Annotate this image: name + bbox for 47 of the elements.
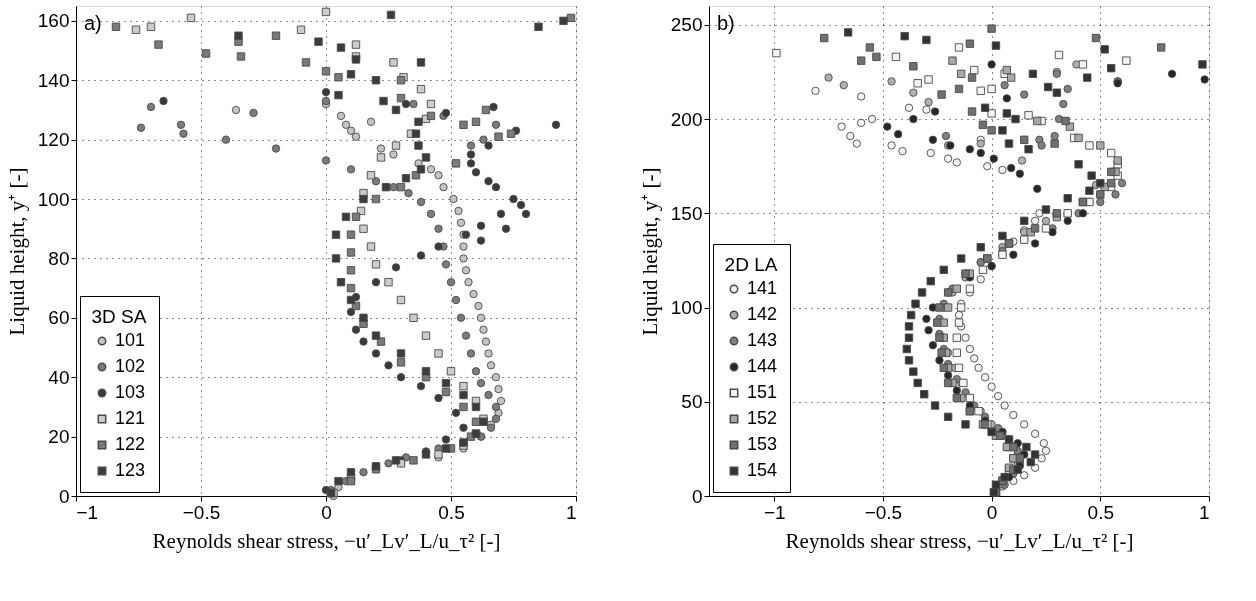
x-tick-label: 0.5 — [1087, 501, 1115, 523]
legend-title: 2D LA — [724, 254, 778, 275]
y-tick-label: 40 — [48, 366, 70, 388]
x-tick-label: −1 — [763, 501, 786, 523]
legend-label: 151 — [747, 382, 778, 402]
legend-label: 154 — [747, 460, 778, 480]
legend-label: 123 — [115, 460, 146, 480]
legend-label: 141 — [747, 278, 778, 298]
legend-label: 152 — [747, 408, 778, 428]
x-tick-label: −1 — [76, 501, 99, 523]
y-tick-label: 60 — [48, 307, 70, 329]
legend-label: 101 — [115, 330, 146, 350]
y-tick-label: 80 — [48, 247, 70, 269]
annotation: b) — [717, 12, 735, 34]
y-tick-label: 150 — [670, 202, 703, 224]
x-tick-label: 0 — [986, 501, 998, 523]
x-tick-label: 1 — [565, 501, 577, 523]
x-tick-label: 1 — [1198, 501, 1210, 523]
y-tick-label: 250 — [670, 14, 703, 36]
y-tick-label: 20 — [48, 426, 70, 448]
y-tick-label: 140 — [37, 69, 70, 91]
legend-label: 122 — [115, 434, 146, 454]
y-tick-label: 100 — [670, 297, 703, 319]
legend-label: 153 — [747, 434, 778, 454]
legend-title: 3D SA — [91, 306, 147, 327]
y-axis-title: Liquid height, y⁺ [-] — [4, 167, 29, 336]
x-tick-label: 0.5 — [438, 501, 465, 523]
legend-label: 121 — [115, 408, 146, 428]
legend-label: 103 — [115, 382, 146, 402]
y-tick-label: 200 — [670, 108, 703, 130]
y-tick-label: 0 — [58, 485, 70, 507]
y-tick-label: 160 — [37, 10, 70, 32]
y-axis-title: Liquid height, y⁺ [-] — [637, 167, 662, 336]
annotation: a) — [84, 12, 102, 34]
legend-label: 142 — [747, 304, 778, 324]
x-tick-label: −0.5 — [182, 501, 221, 523]
y-tick-label: 50 — [681, 391, 703, 413]
y-tick-label: 100 — [37, 188, 70, 210]
y-tick-label: 0 — [691, 485, 703, 507]
legend-label: 143 — [747, 330, 778, 350]
legend-label: 144 — [747, 356, 778, 376]
x-axis-title: Reynolds shear stress, −u′_Lv′_L/u_τ² [-] — [152, 528, 501, 553]
y-tick-label: 120 — [37, 129, 70, 151]
x-tick-label: −0.5 — [864, 501, 903, 523]
x-tick-label: 0 — [321, 501, 332, 523]
x-axis-title: Reynolds shear stress, −u′_Lv′_L/u_τ² [-] — [785, 528, 1134, 553]
legend-label: 102 — [115, 356, 146, 376]
